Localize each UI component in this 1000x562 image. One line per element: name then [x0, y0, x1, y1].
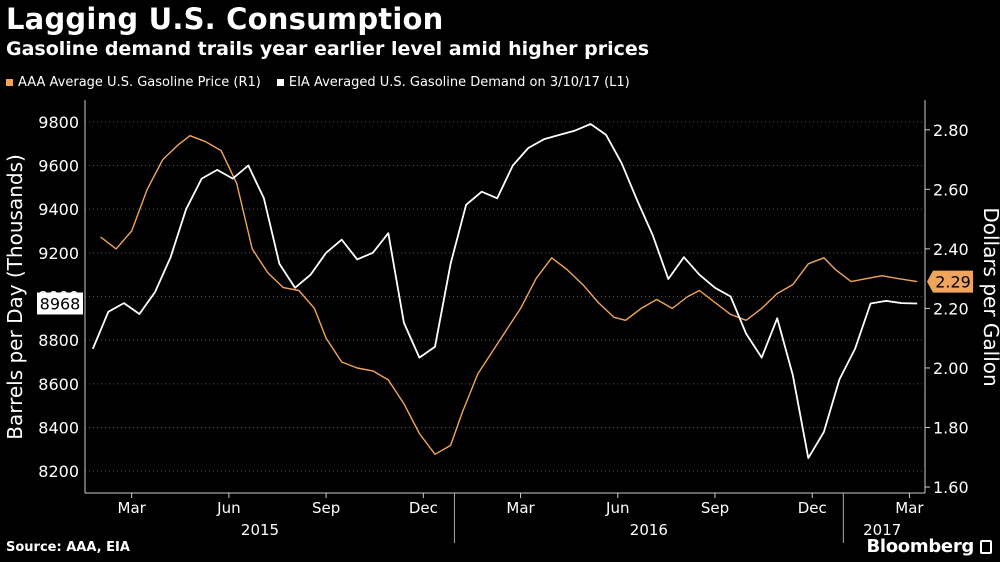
left-tick-label: 9400 [38, 200, 79, 219]
source-note: Source: AAA, EIA [6, 540, 130, 555]
x-tick-label: Mar [118, 499, 147, 517]
last-value-price: 2.29 [935, 273, 971, 292]
right-tick-label: 2.20 [933, 299, 969, 318]
x-tick-label: Dec [409, 499, 438, 517]
left-tick-label: 9200 [38, 244, 79, 263]
x-year-label: 2016 [630, 521, 668, 539]
right-tick-label: 2.40 [933, 240, 969, 259]
chart-title: Lagging U.S. Consumption [6, 2, 444, 36]
x-tick-label: Dec [798, 499, 827, 517]
left-tick-label: 9600 [38, 157, 79, 176]
legend-item-price: AAA Average U.S. Gasoline Price (R1) [6, 75, 261, 90]
right-tick-label: 1.60 [933, 478, 969, 497]
right-tick-label: 2.00 [933, 359, 969, 378]
left-tick-label: 8400 [38, 419, 79, 438]
legend-swatch-price [6, 79, 13, 86]
x-tick-label: Sep [701, 499, 729, 517]
series-line-demand [91, 123, 918, 460]
x-year-label: 2017 [863, 521, 901, 539]
right-tick-label: 1.80 [933, 419, 969, 438]
left-tick-label: 8600 [38, 375, 79, 394]
right-axis-title: Dollars per Gallon [979, 207, 1000, 386]
x-tick-label: Mar [506, 499, 535, 517]
last-value-box-demand [37, 292, 83, 315]
legend-label-price: AAA Average U.S. Gasoline Price (R1) [18, 75, 261, 90]
series-line-price [100, 134, 918, 455]
x-tick-label: Jun [216, 499, 240, 517]
left-tick-label: 8800 [38, 331, 79, 350]
chart-subtitle: Gasoline demand trails year earlier leve… [6, 38, 650, 60]
left-tick-label: 8200 [38, 462, 79, 481]
bloomberg-icon [980, 540, 992, 554]
right-tick-label: 2.60 [933, 180, 969, 199]
legend-swatch-demand [276, 79, 284, 86]
x-year-label: 2015 [241, 521, 279, 539]
right-tick-label: 2.80 [933, 121, 969, 140]
legend-label-demand: EIA Averaged U.S. Gasoline Demand on 3/1… [288, 75, 630, 90]
brand-logo: Bloomberg [866, 536, 974, 557]
last-value-box-price [927, 270, 973, 293]
last-value-demand: 8968 [40, 294, 81, 313]
x-tick-label: Mar [895, 499, 924, 517]
legend: AAA Average U.S. Gasoline Price (R1) EIA… [6, 75, 630, 90]
x-tick-label: Jun [605, 499, 629, 517]
left-tick-label: 9800 [38, 113, 79, 132]
x-tick-label: Sep [312, 499, 340, 517]
legend-item-demand: EIA Averaged U.S. Gasoline Demand on 3/1… [276, 75, 630, 90]
left-axis-title: Barrels per Day (Thousands) [3, 154, 27, 440]
